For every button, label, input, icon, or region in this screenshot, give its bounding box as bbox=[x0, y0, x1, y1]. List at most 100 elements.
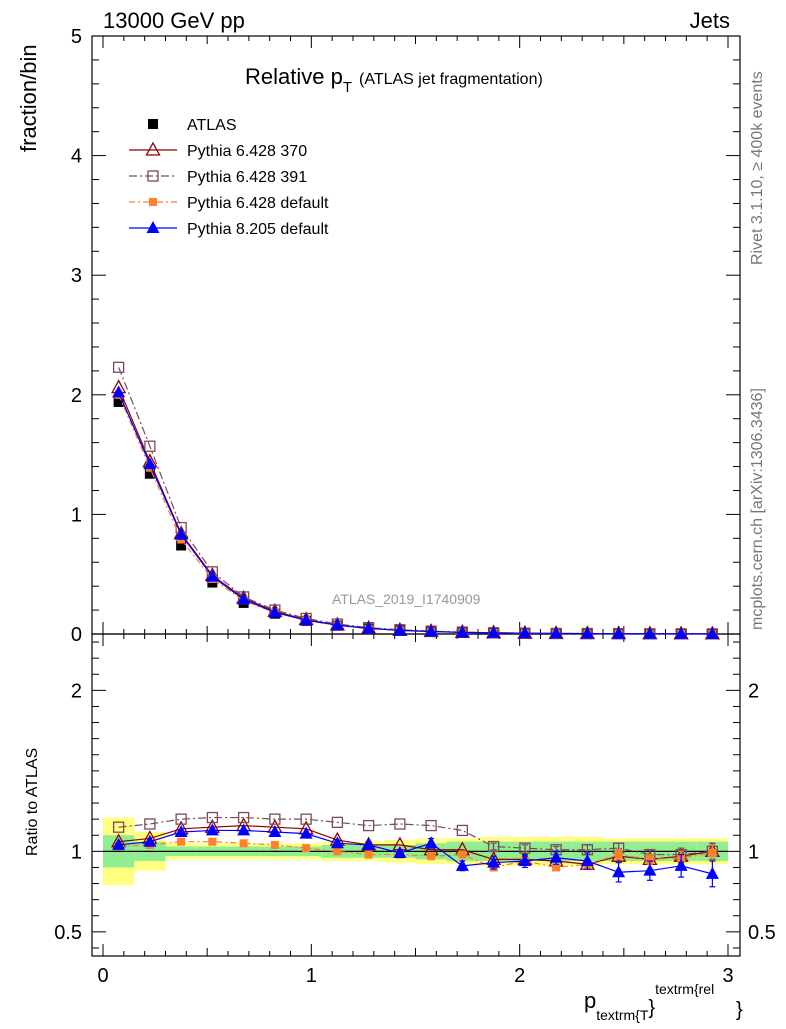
main-point-atlas bbox=[144, 468, 155, 479]
ratio-point-p8def bbox=[299, 826, 313, 839]
ratio-point-p391 bbox=[394, 818, 406, 830]
legend-marker-p8def bbox=[146, 221, 160, 233]
main-point-p391 bbox=[144, 440, 156, 452]
x-tick-label: 0 bbox=[97, 965, 108, 987]
ratio-point-p8def bbox=[612, 865, 626, 878]
main-title-text: Relative p bbox=[245, 64, 343, 89]
main-point-p8def bbox=[674, 626, 688, 639]
ratio-point-p8def bbox=[487, 855, 501, 868]
main-point-p8def bbox=[299, 613, 313, 626]
main-point-p8def bbox=[330, 618, 344, 631]
ratio-point-p8def bbox=[424, 836, 438, 849]
x-tick-label: 1 bbox=[306, 965, 317, 987]
ratio-point-p8def bbox=[330, 836, 344, 849]
ratio-point-p6def bbox=[427, 852, 436, 861]
ratio-point-p8def bbox=[674, 858, 688, 871]
main-point-p8def bbox=[268, 605, 282, 618]
x-axis-label-brace: } bbox=[648, 997, 655, 1019]
ratio-point-p6def bbox=[614, 850, 623, 859]
main-point-p8def bbox=[237, 592, 251, 605]
x-axis-label-superscript: textrm{rel bbox=[655, 981, 714, 997]
ratio-plot-frame bbox=[91, 633, 741, 957]
ratio-y-tick-label: 2 bbox=[71, 680, 82, 702]
ratio-line-p6def bbox=[118, 841, 713, 869]
ratio-y-tick-label-right: 0.5 bbox=[748, 922, 776, 944]
ratio-point-p8def bbox=[705, 866, 719, 879]
x-tick-label: 2 bbox=[514, 965, 525, 987]
ratio-point-p6def bbox=[302, 844, 311, 853]
ratio-point-p391 bbox=[331, 816, 344, 829]
ratio-point-p391 bbox=[144, 818, 156, 830]
ratio-point-p391 bbox=[425, 819, 437, 832]
ratio-point-p391 bbox=[112, 821, 125, 833]
main-point-p8def bbox=[487, 625, 501, 638]
main-title-suffix: (ATLAS jet fragmentation) bbox=[359, 71, 543, 88]
header-energy-label: 13000 GeV pp bbox=[103, 8, 245, 33]
ratio-point-p6def bbox=[239, 839, 248, 848]
ratio-point-p8def bbox=[205, 823, 219, 836]
legend-marker-p6def bbox=[149, 198, 157, 206]
ratio-point-p6def bbox=[708, 848, 717, 857]
ratio-y-tick-label-right: 1 bbox=[748, 841, 759, 863]
ratio-point-p391 bbox=[487, 840, 500, 853]
ratio-point-p391 bbox=[300, 813, 312, 825]
main-point-p8def bbox=[705, 626, 719, 639]
ratio-point-p6def bbox=[270, 840, 279, 849]
ratio-point-p8def bbox=[580, 854, 594, 867]
ratio-point-p6def bbox=[458, 850, 467, 859]
main-point-p8def bbox=[143, 457, 157, 470]
main-point-p8def bbox=[174, 527, 188, 540]
ratio-point-p8def bbox=[393, 845, 407, 858]
main-series bbox=[111, 361, 720, 640]
x-axis-label-superscript-brace: } bbox=[736, 999, 743, 1021]
main-y-tick-label: 3 bbox=[71, 265, 82, 287]
ratio-point-p6def bbox=[645, 855, 654, 864]
ratio-y-tick-label: 1 bbox=[71, 841, 82, 863]
main-point-p8def bbox=[455, 625, 469, 638]
legend-marker-p370 bbox=[145, 141, 161, 156]
legend-marker-atlas bbox=[148, 119, 158, 129]
main-point-p8def bbox=[362, 621, 376, 634]
legend-label-p391: Pythia 6.428 391 bbox=[187, 169, 307, 186]
ratio-point-p391 bbox=[206, 811, 219, 824]
main-point-p8def bbox=[112, 385, 126, 398]
ratio-point-p6def bbox=[177, 837, 186, 846]
ratio-series bbox=[111, 811, 720, 888]
ratio-y-tick-label: 0.5 bbox=[54, 922, 82, 944]
main-y-tick-label: 0 bbox=[71, 624, 82, 646]
ratio-point-p8def bbox=[518, 854, 532, 867]
main-point-p8def bbox=[580, 626, 594, 639]
main-title: Relative pT (ATLAS jet fragmentation) bbox=[245, 64, 543, 96]
legend-label-p370: Pythia 6.428 370 bbox=[187, 143, 307, 160]
ratio-point-p8def bbox=[112, 837, 126, 850]
main-point-p8def bbox=[205, 569, 219, 582]
ratio-point-p6def bbox=[364, 850, 373, 859]
ratio-point-p8def bbox=[455, 858, 469, 871]
ratio-line-p8def bbox=[118, 829, 713, 875]
main-point-p8def bbox=[549, 626, 563, 639]
ratio-point-p6def bbox=[333, 847, 342, 856]
ratio-point-p6def bbox=[208, 837, 217, 846]
ratio-point-p391 bbox=[175, 813, 187, 825]
main-y-tick-label: 1 bbox=[71, 504, 82, 526]
x-axis-label-subscript: textrm{T bbox=[596, 1007, 649, 1023]
legend-label-p8def: Pythia 8.205 default bbox=[187, 221, 329, 238]
main-point-p8def bbox=[424, 624, 438, 637]
legend: ATLAS Pythia 6.428 370 Pythia 6.428 391 Pyt… bbox=[129, 117, 329, 238]
legend-label-atlas: ATLAS bbox=[187, 117, 237, 134]
ratio-point-p391 bbox=[237, 811, 250, 824]
main-y-tick-label: 5 bbox=[71, 26, 82, 48]
main-y-tick-label: 4 bbox=[71, 146, 82, 168]
main-point-atlas bbox=[113, 396, 124, 407]
main-y-tick-label: 2 bbox=[71, 385, 82, 407]
legend-marker-p391 bbox=[147, 170, 159, 182]
ratio-point-p8def bbox=[362, 837, 376, 850]
main-point-p8def bbox=[643, 626, 657, 639]
header-jets-label: Jets bbox=[690, 8, 730, 33]
main-y-axis-label: fraction/bin bbox=[16, 44, 41, 152]
analysis-watermark: ATLAS_2019_I1740909 bbox=[332, 591, 481, 607]
ratio-point-p391 bbox=[519, 842, 531, 854]
ratio-point-p391 bbox=[362, 819, 375, 832]
ratio-y-axis-label: Ratio to ATLAS bbox=[24, 748, 41, 856]
legend-label-p6def: Pythia 6.428 default bbox=[187, 195, 329, 212]
